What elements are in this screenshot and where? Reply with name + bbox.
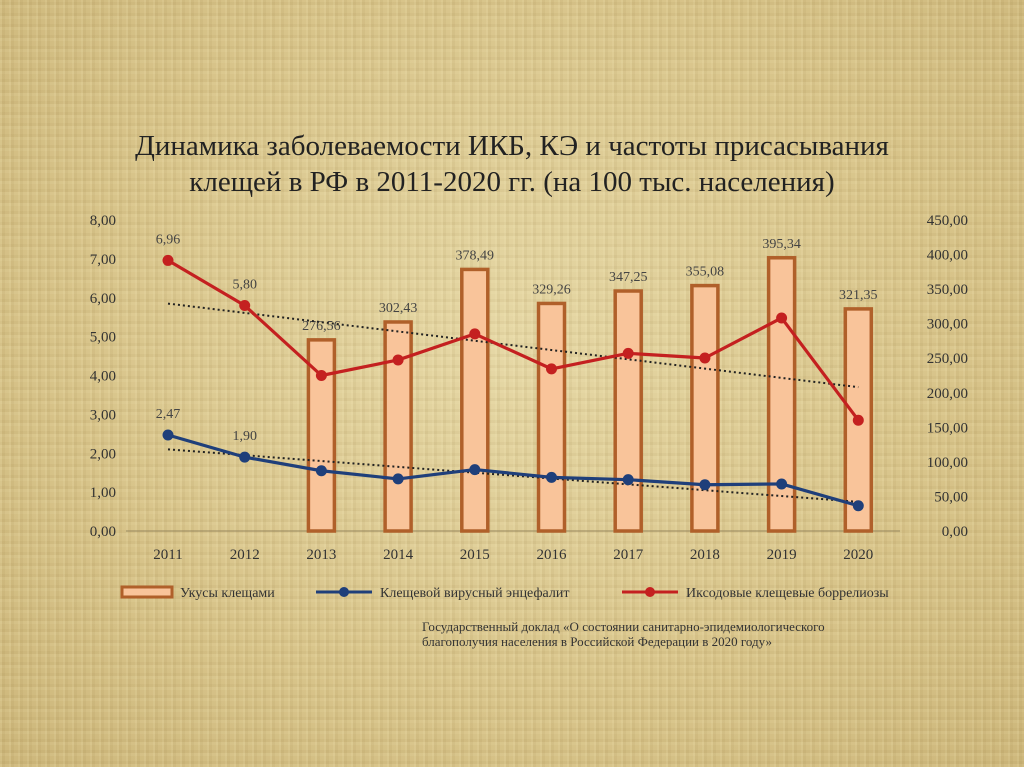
ikb-point (392, 354, 404, 366)
trendline (167, 302, 859, 389)
source-note-line-2: благополучия населения в Российской Феде… (422, 634, 772, 649)
left-axis-tick-label: 6,00 (90, 291, 116, 307)
left-axis-tick-label: 2,00 (90, 446, 116, 462)
ikb-point (239, 300, 251, 312)
right-axis-tick-label: 200,00 (927, 386, 968, 402)
bar-data-label: 276,56 (302, 319, 341, 334)
ikb-point (622, 347, 634, 359)
bar (383, 320, 413, 533)
title-line-1: Динамика заболеваемости ИКБ, КЭ и частот… (135, 130, 889, 162)
ikb-point (776, 312, 788, 324)
right-axis-tick-label: 300,00 (927, 317, 968, 333)
x-axis-tick-label: 2011 (153, 547, 182, 563)
legend-label-ikb: Иксодовые клещевые боррелиозы (686, 586, 889, 601)
ikb-point (546, 363, 557, 375)
x-axis-tick-label: 2017 (613, 547, 644, 563)
source-note-line-1: Государственный доклад «О состоянии сани… (422, 619, 825, 634)
ke-point (699, 479, 711, 491)
trendline (167, 448, 859, 503)
ikb-point (469, 328, 481, 340)
x-axis-tick-label: 2018 (690, 547, 720, 563)
left-axis-tick-label: 3,00 (90, 407, 116, 423)
ikb-line (167, 259, 860, 422)
x-axis-tick-label: 2020 (843, 547, 873, 563)
ikb-point (162, 254, 174, 266)
legend-ke-marker (339, 587, 349, 597)
ke-point (162, 429, 174, 441)
ikb-data-label: 6,96 (156, 232, 181, 247)
bar-data-label: 329,26 (532, 282, 571, 297)
right-axis-tick-label: 250,00 (927, 351, 968, 367)
bar (613, 289, 643, 533)
left-axis-tick-label: 7,00 (90, 252, 116, 268)
bar (766, 256, 797, 533)
legend-label-bites: Укусы клещами (180, 586, 275, 601)
x-axis-tick-label: 2013 (306, 547, 336, 563)
bar-data-label: 355,08 (686, 265, 725, 280)
legend-label-ke: Клещевой вирусный энцефалит (380, 586, 569, 601)
left-axis-tick-label: 1,00 (90, 485, 116, 501)
page-title: Динамика заболеваемости ИКБ, КЭ и частот… (40, 128, 984, 200)
bar (536, 301, 567, 533)
x-axis-tick-label: 2014 (383, 547, 414, 563)
right-axis-tick-label: 0,00 (942, 524, 968, 540)
right-axis-tick-label: 400,00 (927, 248, 968, 264)
bar-data-label: 395,34 (762, 237, 801, 252)
ikb-point (699, 352, 711, 364)
ikb-point (852, 414, 864, 426)
bar (460, 267, 490, 533)
ke-point (469, 464, 481, 476)
ke-data-label: 2,47 (156, 407, 181, 422)
ke-point (852, 500, 864, 512)
left-axis-tick-label: 5,00 (90, 330, 116, 346)
ke-line (167, 433, 859, 508)
legend-bar-swatch (120, 585, 174, 599)
ikb-point (315, 370, 327, 381)
ke-point (392, 473, 404, 485)
x-axis-tick-label: 2012 (230, 547, 260, 563)
ke-point (239, 451, 251, 463)
bar-data-label: 321,35 (839, 288, 878, 303)
left-axis-tick-label: 0,00 (90, 524, 116, 540)
right-axis-tick-label: 50,00 (934, 489, 968, 505)
right-axis-tick-label: 100,00 (927, 455, 968, 471)
ke-point (776, 478, 788, 490)
ke-point (546, 471, 557, 483)
bar-data-label: 302,43 (379, 301, 418, 316)
x-axis-tick-label: 2016 (537, 547, 568, 563)
bar-data-label: 378,49 (456, 248, 495, 263)
bar (690, 283, 720, 533)
legend-ikb-marker (645, 587, 655, 597)
x-axis-tick-label: 2015 (460, 547, 490, 563)
ke-point (622, 474, 634, 486)
ikb-data-label: 5,80 (232, 278, 257, 293)
title-line-2: клещей в РФ в 2011-2020 гг. (на 100 тыс.… (189, 166, 835, 198)
bar-data-label: 347,25 (609, 270, 648, 285)
source-note: Государственный доклад «О состоянии сани… (422, 619, 982, 649)
right-axis-tick-label: 350,00 (927, 282, 968, 298)
right-axis-tick-label: 150,00 (927, 420, 968, 436)
left-axis-tick-label: 8,00 (90, 213, 116, 229)
x-axis-tick-label: 2019 (767, 547, 797, 563)
left-axis-tick-label: 4,00 (90, 369, 116, 385)
ke-point (315, 465, 327, 477)
ke-data-label: 1,90 (232, 429, 257, 444)
right-axis-tick-label: 450,00 (927, 213, 968, 229)
